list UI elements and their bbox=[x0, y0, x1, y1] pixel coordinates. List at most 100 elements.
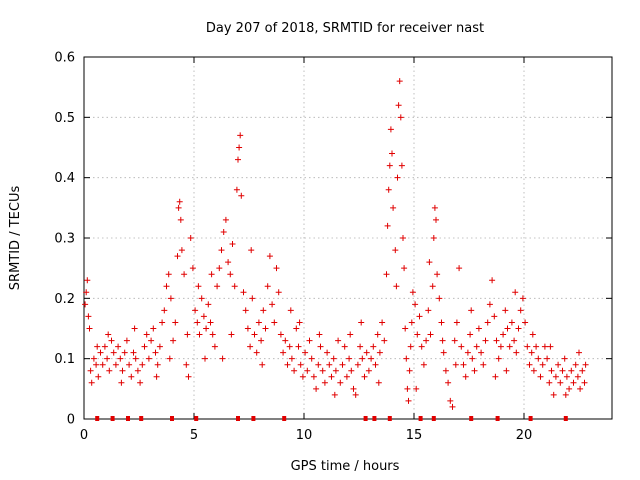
data-point bbox=[392, 247, 399, 254]
zero-marker bbox=[431, 416, 436, 421]
data-point bbox=[579, 367, 586, 374]
data-point bbox=[95, 373, 102, 380]
data-point bbox=[381, 337, 388, 344]
data-point bbox=[317, 343, 324, 350]
data-point bbox=[493, 337, 500, 344]
data-point bbox=[379, 319, 386, 326]
data-point bbox=[563, 373, 570, 380]
data-point bbox=[115, 343, 122, 350]
data-point bbox=[376, 349, 383, 356]
plot-frame bbox=[83, 56, 613, 420]
data-point bbox=[348, 367, 355, 374]
data-point bbox=[559, 367, 566, 374]
data-point bbox=[403, 355, 410, 362]
data-point bbox=[143, 331, 150, 338]
data-point bbox=[568, 367, 575, 374]
data-point bbox=[574, 373, 581, 380]
data-point bbox=[526, 361, 533, 368]
data-point bbox=[489, 277, 496, 284]
y-tick-label: 0.4 bbox=[54, 171, 75, 186]
data-point bbox=[346, 355, 353, 362]
x-tick-label: 15 bbox=[406, 428, 423, 443]
data-point bbox=[275, 289, 282, 296]
data-point bbox=[515, 325, 522, 332]
data-point bbox=[108, 337, 115, 344]
data-point bbox=[552, 373, 559, 380]
data-point bbox=[297, 361, 304, 368]
data-point bbox=[406, 367, 413, 374]
data-point bbox=[401, 265, 408, 272]
data-point bbox=[395, 102, 402, 109]
data-point bbox=[84, 277, 91, 284]
data-point bbox=[240, 289, 247, 296]
data-point bbox=[249, 295, 256, 302]
data-point bbox=[200, 313, 207, 320]
data-point bbox=[82, 301, 89, 308]
data-point bbox=[235, 156, 241, 163]
data-point bbox=[458, 343, 465, 350]
data-point bbox=[368, 355, 375, 362]
data-point bbox=[207, 319, 214, 326]
data-point bbox=[253, 349, 260, 356]
data-point bbox=[218, 247, 225, 254]
data-point bbox=[150, 325, 157, 332]
data-point bbox=[423, 337, 430, 344]
data-point bbox=[328, 373, 335, 380]
data-point bbox=[405, 397, 412, 404]
data-point bbox=[181, 271, 188, 278]
data-point bbox=[184, 331, 191, 338]
data-point bbox=[341, 343, 348, 350]
data-point bbox=[409, 289, 416, 296]
data-point bbox=[442, 367, 449, 374]
data-point bbox=[484, 319, 491, 326]
data-point bbox=[513, 349, 520, 356]
data-point bbox=[343, 373, 350, 380]
data-point bbox=[433, 216, 439, 223]
data-point bbox=[132, 355, 139, 362]
data-point bbox=[414, 331, 421, 338]
data-point bbox=[387, 126, 394, 133]
y-tick-label: 0 bbox=[67, 413, 75, 428]
data-point bbox=[315, 361, 322, 368]
data-point bbox=[397, 114, 404, 121]
data-point bbox=[508, 319, 515, 326]
zero-marker bbox=[528, 416, 533, 421]
data-point bbox=[104, 355, 111, 362]
data-point bbox=[357, 343, 364, 350]
data-point bbox=[166, 355, 173, 362]
zero-marker bbox=[563, 416, 568, 421]
point-layer bbox=[82, 78, 589, 421]
data-point bbox=[242, 307, 249, 314]
data-point bbox=[202, 355, 208, 362]
data-point bbox=[112, 361, 119, 368]
data-point bbox=[177, 216, 184, 223]
data-point bbox=[386, 162, 393, 169]
data-point bbox=[384, 222, 391, 229]
data-point bbox=[145, 355, 152, 362]
data-point bbox=[269, 301, 276, 308]
data-point bbox=[352, 391, 359, 398]
data-point bbox=[139, 361, 146, 368]
data-point bbox=[304, 367, 311, 374]
data-point bbox=[176, 198, 183, 205]
zero-marker bbox=[387, 416, 392, 421]
data-point bbox=[537, 373, 544, 380]
data-point bbox=[194, 319, 201, 326]
data-point bbox=[286, 343, 293, 350]
data-point bbox=[99, 361, 106, 368]
data-point bbox=[555, 361, 562, 368]
data-point bbox=[434, 271, 441, 278]
zero-marker bbox=[418, 416, 423, 421]
data-point bbox=[101, 343, 108, 350]
x-tick-label: 5 bbox=[190, 428, 198, 443]
data-point bbox=[577, 385, 584, 392]
y-tick-label: 0.3 bbox=[54, 232, 75, 247]
data-point bbox=[438, 319, 445, 326]
data-point bbox=[418, 343, 425, 350]
data-point bbox=[299, 373, 306, 380]
data-point bbox=[260, 307, 267, 314]
zero-marker bbox=[95, 416, 100, 421]
data-point bbox=[209, 331, 216, 338]
data-point bbox=[214, 283, 221, 290]
zero-marker bbox=[194, 416, 199, 421]
